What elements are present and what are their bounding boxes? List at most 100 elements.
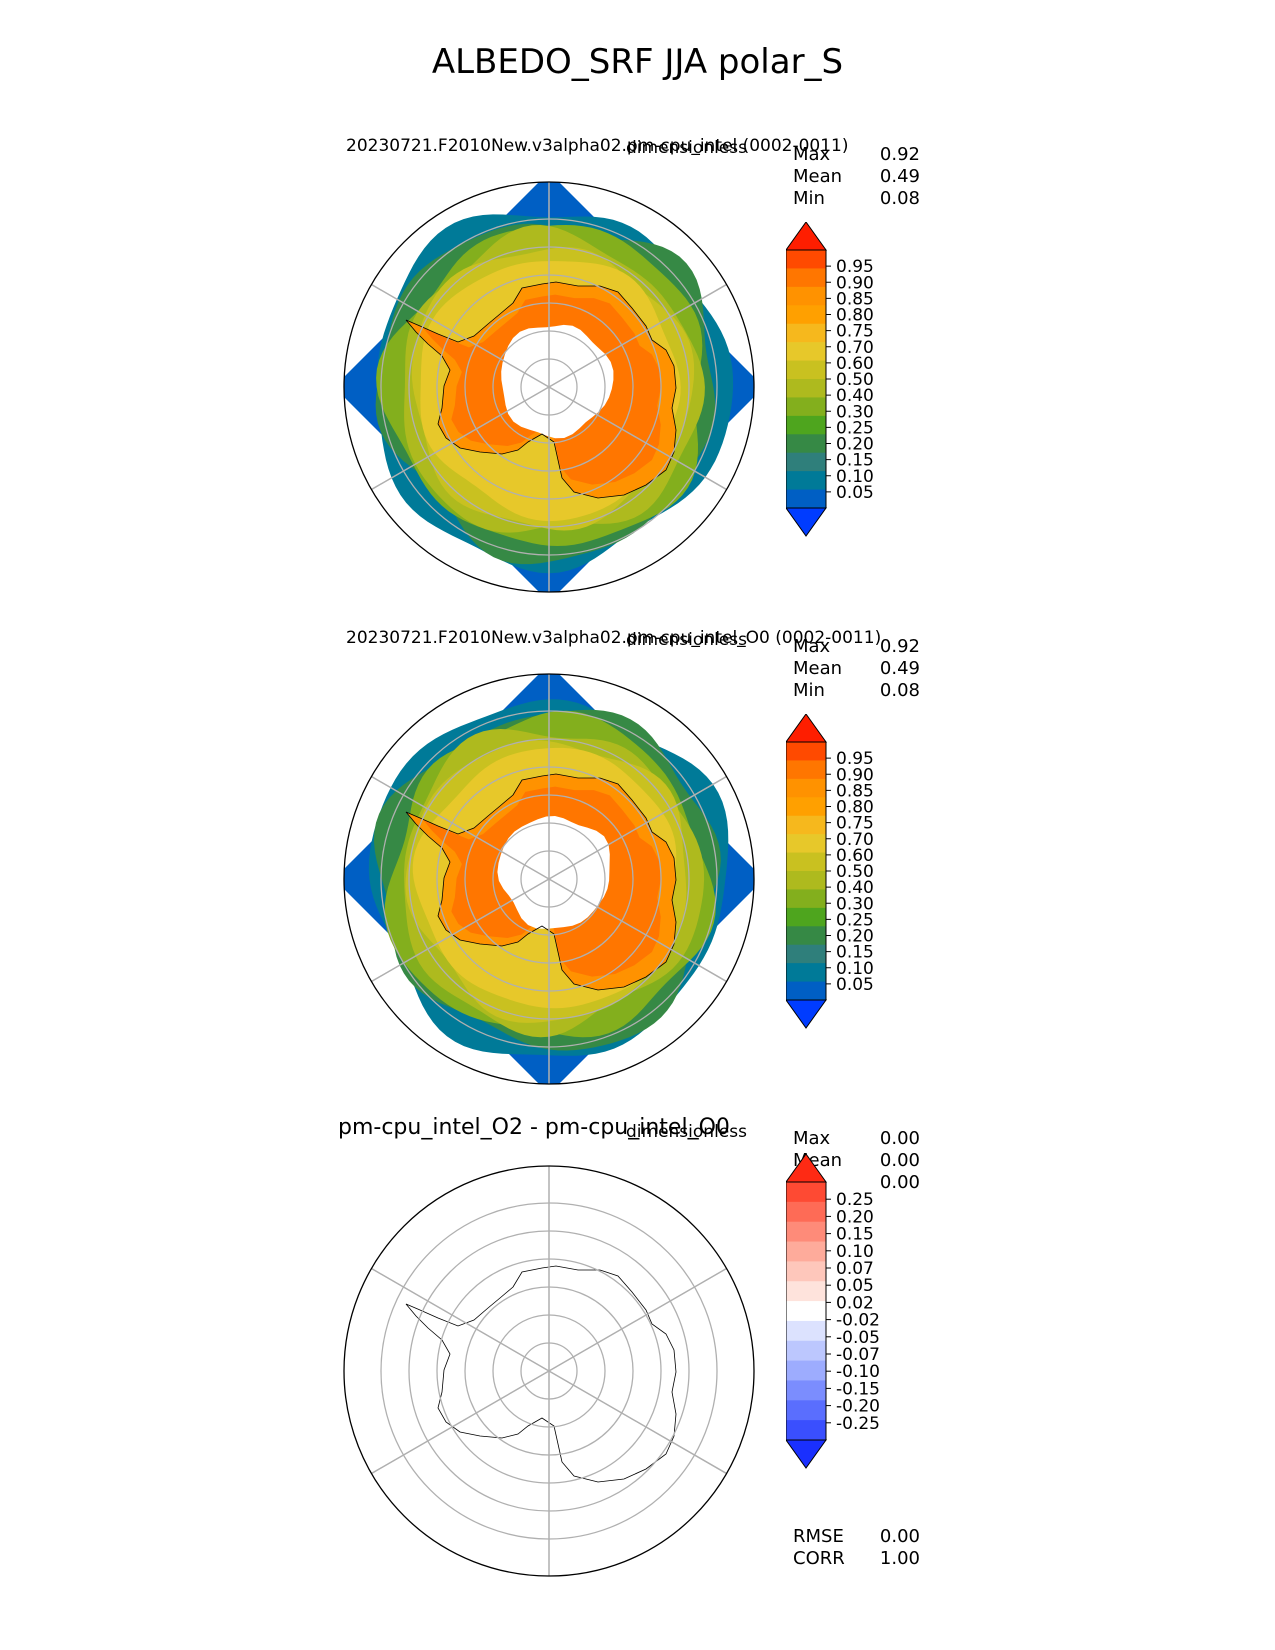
colorbar-tick-label: 0.20 [836, 435, 874, 455]
colorbar-segment [786, 1320, 826, 1342]
colorbar-tick-label: 0.50 [836, 370, 874, 390]
colorbar-segment [786, 1281, 826, 1302]
colorbar-tick-label: 0.25 [836, 1190, 874, 1210]
panel-title: 20230721.F2010New.v3alpha02.pm-cpu_intel… [346, 136, 849, 156]
colorbar-tick-label: 0.90 [836, 273, 874, 293]
colorbar-tick-label: 0.80 [836, 306, 874, 326]
colorbar-segment [786, 489, 826, 509]
colorbar-segment [786, 1182, 826, 1203]
units-label: dimensionless [626, 630, 747, 650]
colorbar-segment [786, 1241, 826, 1262]
stat-value: 0.49 [879, 658, 920, 679]
colorbar-segment [786, 471, 826, 491]
colorbar-tick-label: 0.30 [836, 894, 874, 914]
colorbar-tick-label: -0.05 [836, 1328, 880, 1348]
coastline [405, 1265, 677, 1483]
colorbar: 0.950.900.850.800.750.700.600.500.400.30… [785, 221, 874, 537]
stat-value: 1.00 [879, 1548, 920, 1569]
polar-map-svg [343, 673, 755, 1085]
colorbar-tick-label: 0.20 [836, 1207, 874, 1227]
polar-map [342, 1164, 756, 1582]
coastline [405, 281, 677, 499]
colorbar-segment [786, 1221, 826, 1243]
polar-hole [497, 816, 610, 929]
panel-title: 20230721.F2010New.v3alpha02.pm-cpu_intel… [346, 628, 882, 648]
colorbar-tick-label: 0.70 [836, 830, 874, 850]
map-boundary [343, 181, 755, 593]
stat-value: 0.00 [879, 1172, 920, 1193]
coastline [405, 773, 677, 991]
colorbar-segment [786, 1380, 826, 1401]
colorbar-segment [786, 342, 826, 362]
colorbar-segment [786, 268, 826, 288]
colorbar-segment [786, 889, 826, 909]
stat-label: Mean [793, 166, 843, 187]
stat-label: Max [793, 144, 831, 165]
graticule [371, 1166, 727, 1576]
colorbar-segment [786, 963, 826, 983]
colorbar-wrap: 0.95 0.90 0.85 0.80 0.75 0.70 0.60 0.50 0.40 0.30… [785, 221, 906, 544]
stat-value: 0.49 [879, 166, 920, 187]
colorbar-segment [786, 1340, 826, 1362]
panel-difference: pm-cpu_intel_O2 - pm-cpu_intel_O0 dimensi… [0, 1115, 1275, 1614]
stat-value: 0.92 [879, 144, 920, 165]
colorbar-tick-label: 0.20 [836, 927, 874, 947]
colorbar-wrap: 0.25 0.20 0.15 0.10 0.07 0.05 0.02 -0.02 -0.05 -0… [785, 1153, 906, 1476]
colorbar-tick-label: 0.90 [836, 765, 874, 785]
panel-test: 20230721.F2010New.v3alpha02.pm-cpu_intel… [0, 136, 1275, 630]
stat-label: Max [793, 1128, 831, 1149]
stat-value: 0.08 [879, 680, 920, 701]
colorbar-tick-label: -0.02 [836, 1311, 880, 1331]
colorbar: 0.250.200.150.100.070.050.02-0.02-0.05-0… [785, 1153, 880, 1469]
colorbar-tick-label: 0.30 [836, 402, 874, 422]
colorbar-tick-label: 0.70 [836, 338, 874, 358]
colorbar-segment [786, 834, 826, 854]
colorbar-tick-label: -0.20 [836, 1397, 880, 1417]
colorbar-tick-label: 0.07 [836, 1259, 874, 1279]
colorbar-tick-label: 0.60 [836, 354, 874, 374]
colorbar-extend-min [785, 1439, 827, 1469]
stat-value: 0.92 [879, 636, 920, 657]
colorbar-tick-label: 0.40 [836, 878, 874, 898]
colorbar-extend-min [785, 507, 827, 537]
colorbar-tick-label: 0.10 [836, 959, 874, 979]
stat-label: Min [793, 680, 825, 701]
stat-label: CORR [793, 1548, 845, 1569]
panel-reference: 20230721.F2010New.v3alpha02.pm-cpu_intel… [0, 628, 1275, 1122]
colorbar-segment [786, 397, 826, 417]
stat-value: 0.00 [879, 1526, 920, 1547]
colorbar-segment [786, 286, 826, 306]
graticule [371, 182, 727, 592]
colorbar-tick-label: 0.75 [836, 814, 874, 834]
polar-map-svg [343, 181, 755, 593]
colorbar-tick-label: 0.10 [836, 467, 874, 487]
colorbar-segment [786, 323, 826, 343]
colorbar-tick-label: -0.10 [836, 1362, 880, 1382]
colorbar-tick-label: 0.60 [836, 846, 874, 866]
map-boundary [343, 673, 755, 1085]
colorbar-segment [786, 305, 826, 325]
colorbar-tick-label: 0.15 [836, 451, 874, 471]
colorbar-tick-label: 0.15 [836, 1225, 874, 1245]
polar-map [342, 180, 756, 598]
colorbar-extend-max [785, 221, 827, 251]
colorbar-segment [786, 360, 826, 380]
colorbar-tick-label: 0.05 [836, 1276, 874, 1296]
colorbar-segment [786, 760, 826, 780]
colorbar-segment [786, 452, 826, 472]
colorbar-tick-label: -0.15 [836, 1379, 880, 1399]
colorbar-tick-label: -0.25 [836, 1414, 880, 1434]
stat-label: RMSE [793, 1526, 844, 1547]
colorbar-tick-label: 0.25 [836, 418, 874, 438]
colorbar-tick-label: 0.85 [836, 289, 874, 309]
colorbar-tick-label: 0.15 [836, 943, 874, 963]
graticule [371, 674, 727, 1084]
colorbar-frame [785, 1181, 827, 1441]
polar-map [342, 672, 756, 1090]
colorbar-tick-label: 0.80 [836, 798, 874, 818]
colorbar-segment [786, 944, 826, 964]
colorbar-segment [786, 1400, 826, 1421]
colorbar-segment [786, 1301, 826, 1322]
colorbar-segment [786, 852, 826, 872]
colorbar-segment [786, 871, 826, 891]
